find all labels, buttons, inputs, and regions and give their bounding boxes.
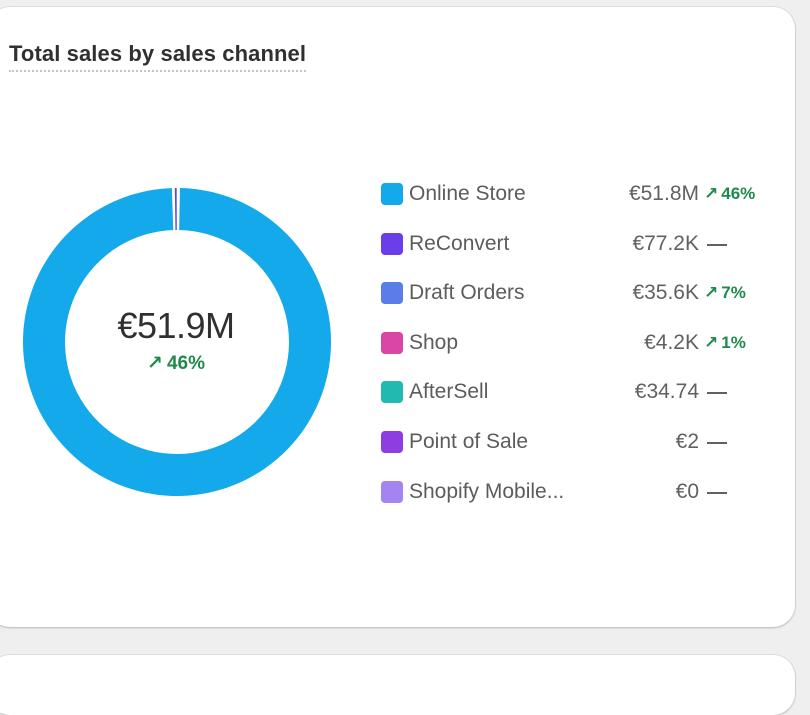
legend-channel-value: €51.8M <box>629 182 699 206</box>
legend-channel-value: €0 <box>676 480 699 504</box>
no-change-dash-icon <box>707 392 727 394</box>
no-change-dash-icon <box>707 492 727 494</box>
legend-channel-change: ↗7% <box>704 283 746 303</box>
legend-channel-name: Shopify Mobile... <box>409 480 564 504</box>
legend-channel-change: ↗1% <box>704 333 746 353</box>
legend-channel-name: AfterSell <box>409 380 488 404</box>
no-change-dash-icon <box>707 442 727 444</box>
no-change-dash-icon <box>707 244 727 246</box>
legend-channel-name: Online Store <box>409 182 526 206</box>
legend-channel-change: ↗46% <box>704 184 755 204</box>
legend-swatch <box>381 332 403 354</box>
arrow-up-right-icon: ↗ <box>704 184 718 204</box>
arrow-up-right-icon: ↗ <box>147 352 163 375</box>
card-title[interactable]: Total sales by sales channel <box>9 41 306 72</box>
donut-center-change: ↗46% <box>76 352 276 375</box>
legend-channel-value: €4.2K <box>644 331 699 355</box>
legend-swatch <box>381 183 403 205</box>
legend-item[interactable]: AfterSell €34.74 <box>381 378 781 428</box>
legend-channel-value: €35.6K <box>632 281 699 305</box>
legend-item[interactable]: Draft Orders €35.6K↗7% <box>381 279 781 329</box>
legend-item[interactable]: Point of Sale €2 <box>381 428 781 478</box>
legend-swatch <box>381 431 403 453</box>
donut-center-total: €51.9M <box>76 305 276 347</box>
legend-channel-change-value: 1% <box>721 333 746 352</box>
legend-swatch <box>381 233 403 255</box>
legend-channel-name: ReConvert <box>409 232 509 256</box>
next-card <box>0 655 795 715</box>
legend-channel-name: Shop <box>409 331 458 355</box>
legend-item[interactable]: Shop €4.2K↗1% <box>381 329 781 379</box>
legend-channel-name: Point of Sale <box>409 430 528 454</box>
legend-item[interactable]: ReConvert €77.2K <box>381 230 781 280</box>
donut-slice[interactable] <box>175 188 177 230</box>
legend-channel-value: €77.2K <box>632 232 699 256</box>
legend-swatch <box>381 381 403 403</box>
legend-channel-name: Draft Orders <box>409 281 525 305</box>
legend-item[interactable]: Shopify Mobile... €0 <box>381 478 781 528</box>
legend-channel-change-value: 46% <box>721 184 755 203</box>
legend-channel-value: €2 <box>676 430 699 454</box>
legend-channel-change-value: 7% <box>721 283 746 302</box>
donut-center-change-value: 46% <box>167 353 205 374</box>
legend-item[interactable]: Online Store €51.8M↗46% <box>381 180 781 230</box>
legend-swatch <box>381 481 403 503</box>
arrow-up-right-icon: ↗ <box>704 283 718 303</box>
legend-swatch <box>381 282 403 304</box>
arrow-up-right-icon: ↗ <box>704 333 718 353</box>
legend-channel-value: €34.74 <box>635 380 699 404</box>
